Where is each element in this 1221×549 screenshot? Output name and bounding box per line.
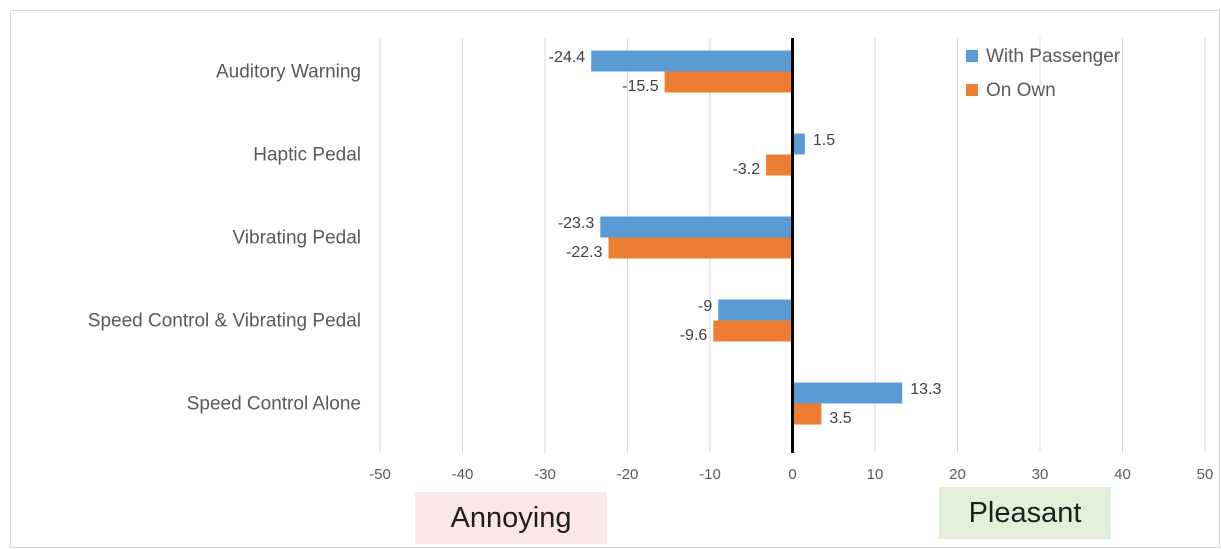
bar <box>718 299 793 321</box>
x-tick-label: -20 <box>617 466 639 483</box>
legend-label: With Passenger <box>986 46 1121 67</box>
bar <box>600 216 793 238</box>
data-label: 13.3 <box>910 381 941 398</box>
data-label: -24.4 <box>549 49 586 66</box>
x-tick-label: 0 <box>788 466 796 483</box>
data-label: -15.5 <box>622 78 659 95</box>
x-tick-label: -40 <box>452 466 474 483</box>
category-label: Haptic Pedal <box>253 145 361 166</box>
data-label: 3.5 <box>829 410 851 427</box>
bars <box>591 38 903 453</box>
bar <box>792 403 822 425</box>
legend-swatch <box>966 84 978 96</box>
data-label: -23.3 <box>558 215 595 232</box>
bar <box>713 320 793 342</box>
x-tick-label: -10 <box>699 466 721 483</box>
category-label: Speed Control Alone <box>187 394 361 415</box>
bar <box>766 154 793 176</box>
data-labels: -24.4 -15.5 1.5 -3.2 -23.3 -22.3 -9 -9.6 13.3 3.5 <box>549 49 942 427</box>
x-tick-label: 40 <box>1114 466 1131 483</box>
category-label: Vibrating Pedal <box>232 228 361 249</box>
annoying-label: Annoying <box>415 492 607 544</box>
bar <box>591 50 793 72</box>
category-label: Speed Control & Vibrating Pedal <box>88 311 361 332</box>
legend: With Passenger On Own <box>966 46 1121 101</box>
x-tick-label: 10 <box>867 466 884 483</box>
x-tick-label: 20 <box>949 466 966 483</box>
data-label: -22.3 <box>566 244 603 261</box>
category-labels: Auditory Warning Haptic Pedal Vibrating Pe… <box>88 62 361 415</box>
data-label: -3.2 <box>733 161 761 178</box>
x-tick-label: 50 <box>1197 466 1214 483</box>
data-label: 1.5 <box>813 132 835 149</box>
x-tick-label: 30 <box>1032 466 1049 483</box>
data-label: -9 <box>698 298 712 315</box>
x-tick-label: -50 <box>369 466 391 483</box>
bar <box>792 133 805 155</box>
data-label: -9.6 <box>680 327 708 344</box>
legend-label: On Own <box>986 80 1056 101</box>
legend-swatch <box>966 50 978 62</box>
bar <box>608 237 793 259</box>
x-tick-labels: -50 -40 -30 -20 -10 0 10 20 30 40 50 <box>369 466 1213 483</box>
x-tick-label: -30 <box>534 466 556 483</box>
bar <box>664 71 793 93</box>
pleasant-label: Pleasant <box>939 487 1111 539</box>
chart-frame <box>10 10 1220 548</box>
category-label: Auditory Warning <box>216 62 361 83</box>
bar <box>792 382 903 404</box>
